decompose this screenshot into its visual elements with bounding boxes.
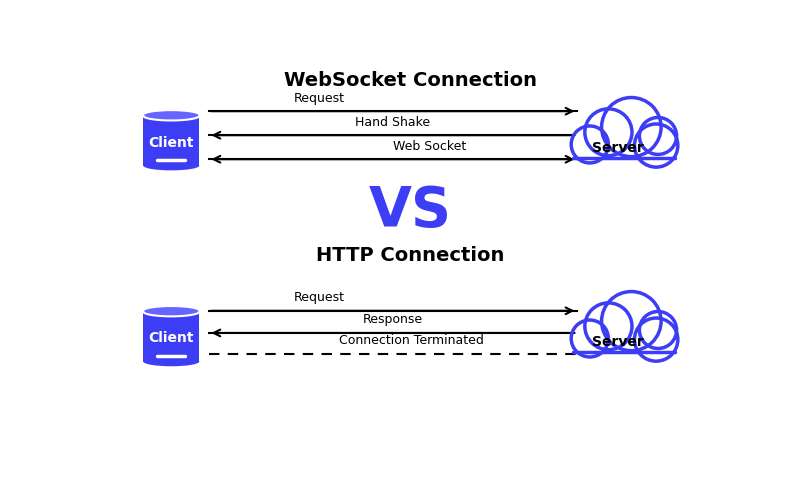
Ellipse shape — [571, 320, 608, 357]
Ellipse shape — [143, 307, 199, 316]
Ellipse shape — [143, 111, 199, 120]
Text: WebSocket Connection: WebSocket Connection — [283, 71, 537, 90]
Text: Request: Request — [294, 291, 345, 304]
Text: Client: Client — [149, 136, 194, 150]
Ellipse shape — [602, 97, 661, 156]
Ellipse shape — [639, 312, 677, 348]
Ellipse shape — [634, 318, 678, 361]
Text: Connection Terminated: Connection Terminated — [339, 335, 484, 348]
Ellipse shape — [602, 291, 661, 351]
Ellipse shape — [639, 118, 677, 155]
Text: Request: Request — [294, 92, 345, 105]
Text: Server: Server — [592, 141, 643, 155]
Text: Server: Server — [592, 335, 643, 349]
Text: Client: Client — [149, 332, 194, 346]
Ellipse shape — [585, 109, 632, 156]
Text: Response: Response — [363, 313, 423, 326]
Ellipse shape — [571, 126, 608, 163]
Polygon shape — [571, 143, 677, 158]
Polygon shape — [143, 116, 199, 166]
Ellipse shape — [634, 124, 678, 167]
Polygon shape — [571, 336, 677, 352]
Text: Web Socket: Web Socket — [394, 140, 466, 153]
Text: HTTP Connection: HTTP Connection — [316, 246, 504, 265]
Ellipse shape — [143, 357, 199, 366]
Ellipse shape — [143, 161, 199, 170]
Polygon shape — [143, 312, 199, 361]
Text: VS: VS — [369, 184, 451, 238]
Text: Hand Shake: Hand Shake — [355, 116, 430, 129]
Ellipse shape — [585, 303, 632, 350]
